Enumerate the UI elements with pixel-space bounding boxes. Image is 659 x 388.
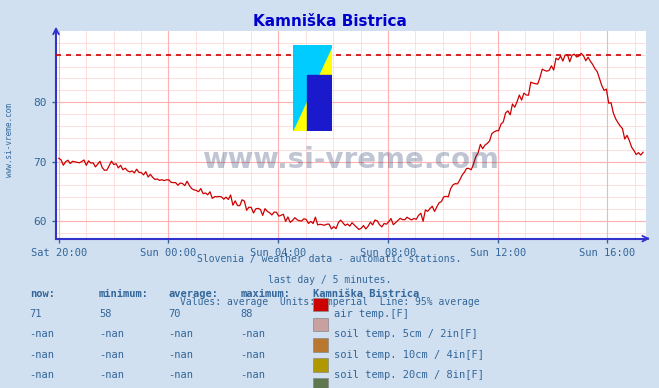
Text: last day / 5 minutes.: last day / 5 minutes. <box>268 275 391 286</box>
Text: Kamniška Bistrica: Kamniška Bistrica <box>252 14 407 29</box>
Text: -nan: -nan <box>168 370 193 380</box>
Text: minimum:: minimum: <box>99 289 149 299</box>
Text: 88: 88 <box>241 309 253 319</box>
Text: -nan: -nan <box>99 370 124 380</box>
Text: soil temp. 5cm / 2in[F]: soil temp. 5cm / 2in[F] <box>334 329 478 340</box>
Text: soil temp. 10cm / 4in[F]: soil temp. 10cm / 4in[F] <box>334 350 484 360</box>
Text: air temp.[F]: air temp.[F] <box>334 309 409 319</box>
Text: -nan: -nan <box>241 329 266 340</box>
Text: www.si-vreme.com: www.si-vreme.com <box>202 146 500 174</box>
Text: Kamniška Bistrica: Kamniška Bistrica <box>313 289 419 299</box>
Polygon shape <box>293 45 332 131</box>
Text: maximum:: maximum: <box>241 289 291 299</box>
Text: now:: now: <box>30 289 55 299</box>
Text: -nan: -nan <box>168 329 193 340</box>
Polygon shape <box>293 45 332 131</box>
Text: -nan: -nan <box>30 370 55 380</box>
Text: www.si-vreme.com: www.si-vreme.com <box>5 103 14 177</box>
Text: -nan: -nan <box>30 329 55 340</box>
Text: -nan: -nan <box>241 370 266 380</box>
Bar <box>306 75 332 131</box>
Text: 71: 71 <box>30 309 42 319</box>
Text: Slovenia / weather data - automatic stations.: Slovenia / weather data - automatic stat… <box>197 254 462 264</box>
Text: -nan: -nan <box>168 350 193 360</box>
Text: -nan: -nan <box>30 350 55 360</box>
Text: average:: average: <box>168 289 218 299</box>
Text: 58: 58 <box>99 309 111 319</box>
Text: soil temp. 20cm / 8in[F]: soil temp. 20cm / 8in[F] <box>334 370 484 380</box>
Text: -nan: -nan <box>99 350 124 360</box>
Text: 70: 70 <box>168 309 181 319</box>
Text: -nan: -nan <box>99 329 124 340</box>
Text: Values: average  Units: imperial  Line: 95% average: Values: average Units: imperial Line: 95… <box>180 297 479 307</box>
Text: -nan: -nan <box>241 350 266 360</box>
